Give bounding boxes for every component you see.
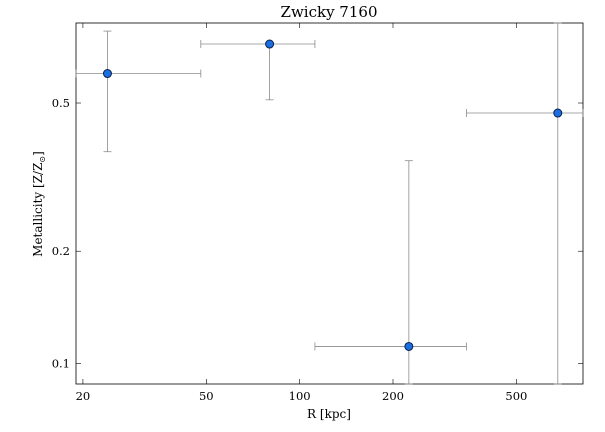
error-bars bbox=[75, 22, 584, 385]
x-tick-label: 50 bbox=[199, 389, 214, 403]
axis-ticks: 20 50 100 200 500 0.1 0.2 0.5 bbox=[52, 23, 583, 403]
data-point bbox=[265, 39, 275, 49]
y-tick-label: 0.1 bbox=[52, 356, 70, 370]
x-tick-label: 100 bbox=[289, 389, 311, 403]
x-axis-label: R [kpc] bbox=[307, 407, 351, 421]
y-tick-label: 0.2 bbox=[52, 244, 70, 258]
x-tick-label: 20 bbox=[76, 389, 91, 403]
chart-title: Zwicky 7160 bbox=[281, 3, 378, 21]
y-axis-label-subscript: ⊙ bbox=[38, 156, 47, 163]
data-point bbox=[404, 341, 414, 351]
data-points bbox=[102, 39, 563, 351]
y-axis-label-main: Metallicity [Z/Z bbox=[31, 163, 45, 257]
y-axis-label: Metallicity [Z/Z⊙] bbox=[31, 151, 47, 257]
x-tick-label: 500 bbox=[505, 389, 527, 403]
data-point bbox=[553, 108, 563, 118]
y-axis-label-end: ] bbox=[31, 151, 45, 156]
x-tick-label: 200 bbox=[382, 389, 404, 403]
y-tick-label: 0.5 bbox=[52, 96, 70, 110]
data-point bbox=[102, 69, 112, 79]
plot-frame bbox=[75, 22, 584, 385]
